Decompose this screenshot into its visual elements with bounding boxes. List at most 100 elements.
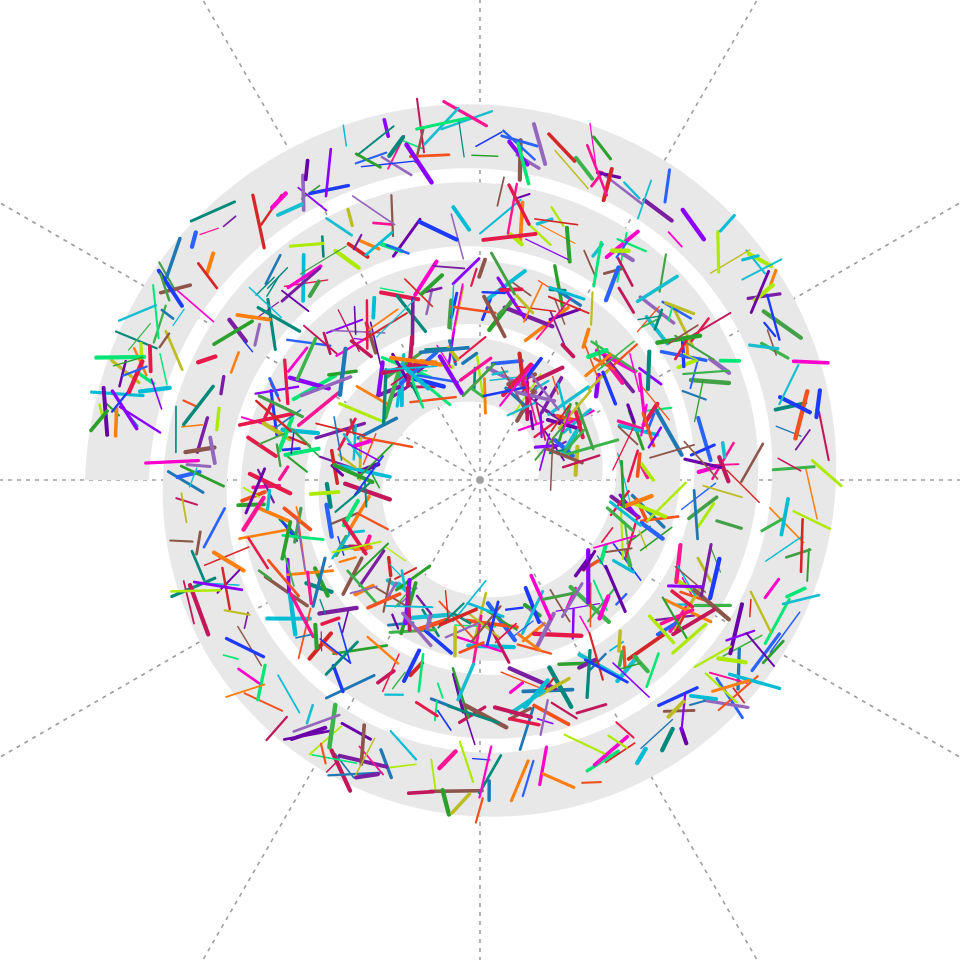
strand-segment (172, 308, 185, 327)
strand-segment (604, 229, 640, 260)
strand-segment (662, 708, 696, 713)
strand-segment (702, 484, 743, 499)
strand-segment (451, 283, 464, 338)
strand-segment (389, 563, 403, 578)
strand-segment (389, 355, 443, 367)
strand-segment (674, 542, 683, 585)
strand-segment (258, 432, 286, 446)
strand-segment (746, 292, 782, 301)
strand-segment (319, 742, 327, 765)
strand-segment (190, 549, 206, 581)
strand-segment (303, 158, 310, 182)
strand-segment (346, 207, 354, 228)
strand-segment (635, 452, 642, 478)
strand-segment (423, 106, 460, 146)
strand-segment (623, 521, 630, 548)
strand-segment (523, 378, 538, 424)
strand-segment (688, 377, 732, 386)
strand-segment (522, 678, 550, 710)
strand-segment (364, 308, 399, 334)
strand-segment (438, 607, 478, 627)
strand-segment (341, 606, 350, 634)
strand-segment (353, 305, 357, 335)
strand-segment (535, 297, 572, 340)
strand-segment (276, 202, 305, 217)
strand-segment (583, 658, 629, 684)
strand-segment (331, 532, 351, 560)
strand-segment (609, 490, 630, 517)
strand-segment (183, 445, 217, 455)
strand-segment (687, 495, 719, 521)
strand-segment (689, 360, 699, 390)
strand-segment (654, 408, 684, 457)
strand-segment (269, 191, 288, 210)
strand-segment (180, 492, 188, 524)
strand-segment (533, 422, 555, 439)
strand-segment (215, 406, 221, 432)
strand-segment (356, 416, 399, 440)
strand-segment (247, 537, 269, 570)
strand-segment (633, 501, 668, 519)
strand-segment (315, 422, 366, 437)
strand-segment (430, 758, 437, 790)
strand-segment (265, 715, 288, 742)
strand-segment (185, 463, 212, 469)
strand-segment (277, 465, 290, 481)
strand-segment (362, 436, 414, 449)
strand-segment (604, 564, 627, 613)
strand-segment (447, 298, 454, 330)
strand-segment (469, 386, 485, 398)
strand-segment (289, 725, 328, 742)
strand-segment (585, 648, 592, 700)
strand-segment (605, 547, 633, 553)
strand-segment (255, 276, 275, 296)
strand-segment (616, 237, 647, 253)
strand-segment (512, 620, 534, 638)
strand-segment (202, 507, 226, 549)
strand-segment (352, 439, 372, 448)
strand-segment (307, 631, 333, 661)
strand-segment (647, 426, 663, 449)
strand-segment (322, 331, 332, 356)
strand-segment (343, 481, 392, 502)
strand-segment (408, 371, 425, 409)
strand-segment (289, 592, 315, 639)
strand-segment (415, 97, 426, 154)
strand-segment (664, 301, 696, 316)
strand-segment (436, 709, 452, 731)
strand-segment (560, 582, 584, 619)
strand-segment (715, 677, 744, 720)
strand-segment (768, 506, 805, 544)
strand-segment (267, 558, 300, 598)
strand-segment (590, 291, 594, 326)
strand-segment (414, 617, 449, 633)
strand-segment (508, 681, 524, 694)
strand-segment (547, 385, 590, 416)
strand-segment (382, 117, 391, 139)
strand-segment (622, 645, 627, 670)
strand-segment (359, 723, 367, 767)
strand-segment (563, 733, 606, 755)
strand-segment (534, 379, 550, 390)
strand-segment (369, 321, 382, 366)
strand-segment (442, 99, 489, 128)
strand-segment (449, 305, 497, 315)
strand-segment (490, 359, 524, 366)
strand-segment (763, 598, 791, 645)
strand-segment (297, 607, 312, 660)
strand-segment (331, 663, 345, 694)
strand-segment (224, 636, 266, 659)
strand-segment (587, 366, 613, 391)
strand-segment (526, 356, 543, 378)
strand-segment (639, 526, 673, 552)
strand-segment (530, 374, 560, 411)
strand-segment (549, 437, 554, 491)
strand-segment (592, 240, 603, 288)
strand-segment (338, 556, 357, 564)
strand-segment (188, 467, 198, 488)
strand-segment (494, 622, 517, 644)
strand-segment (604, 742, 636, 764)
strand-segment (225, 683, 266, 698)
strand-segment (283, 358, 290, 406)
strand-segment (725, 629, 756, 642)
